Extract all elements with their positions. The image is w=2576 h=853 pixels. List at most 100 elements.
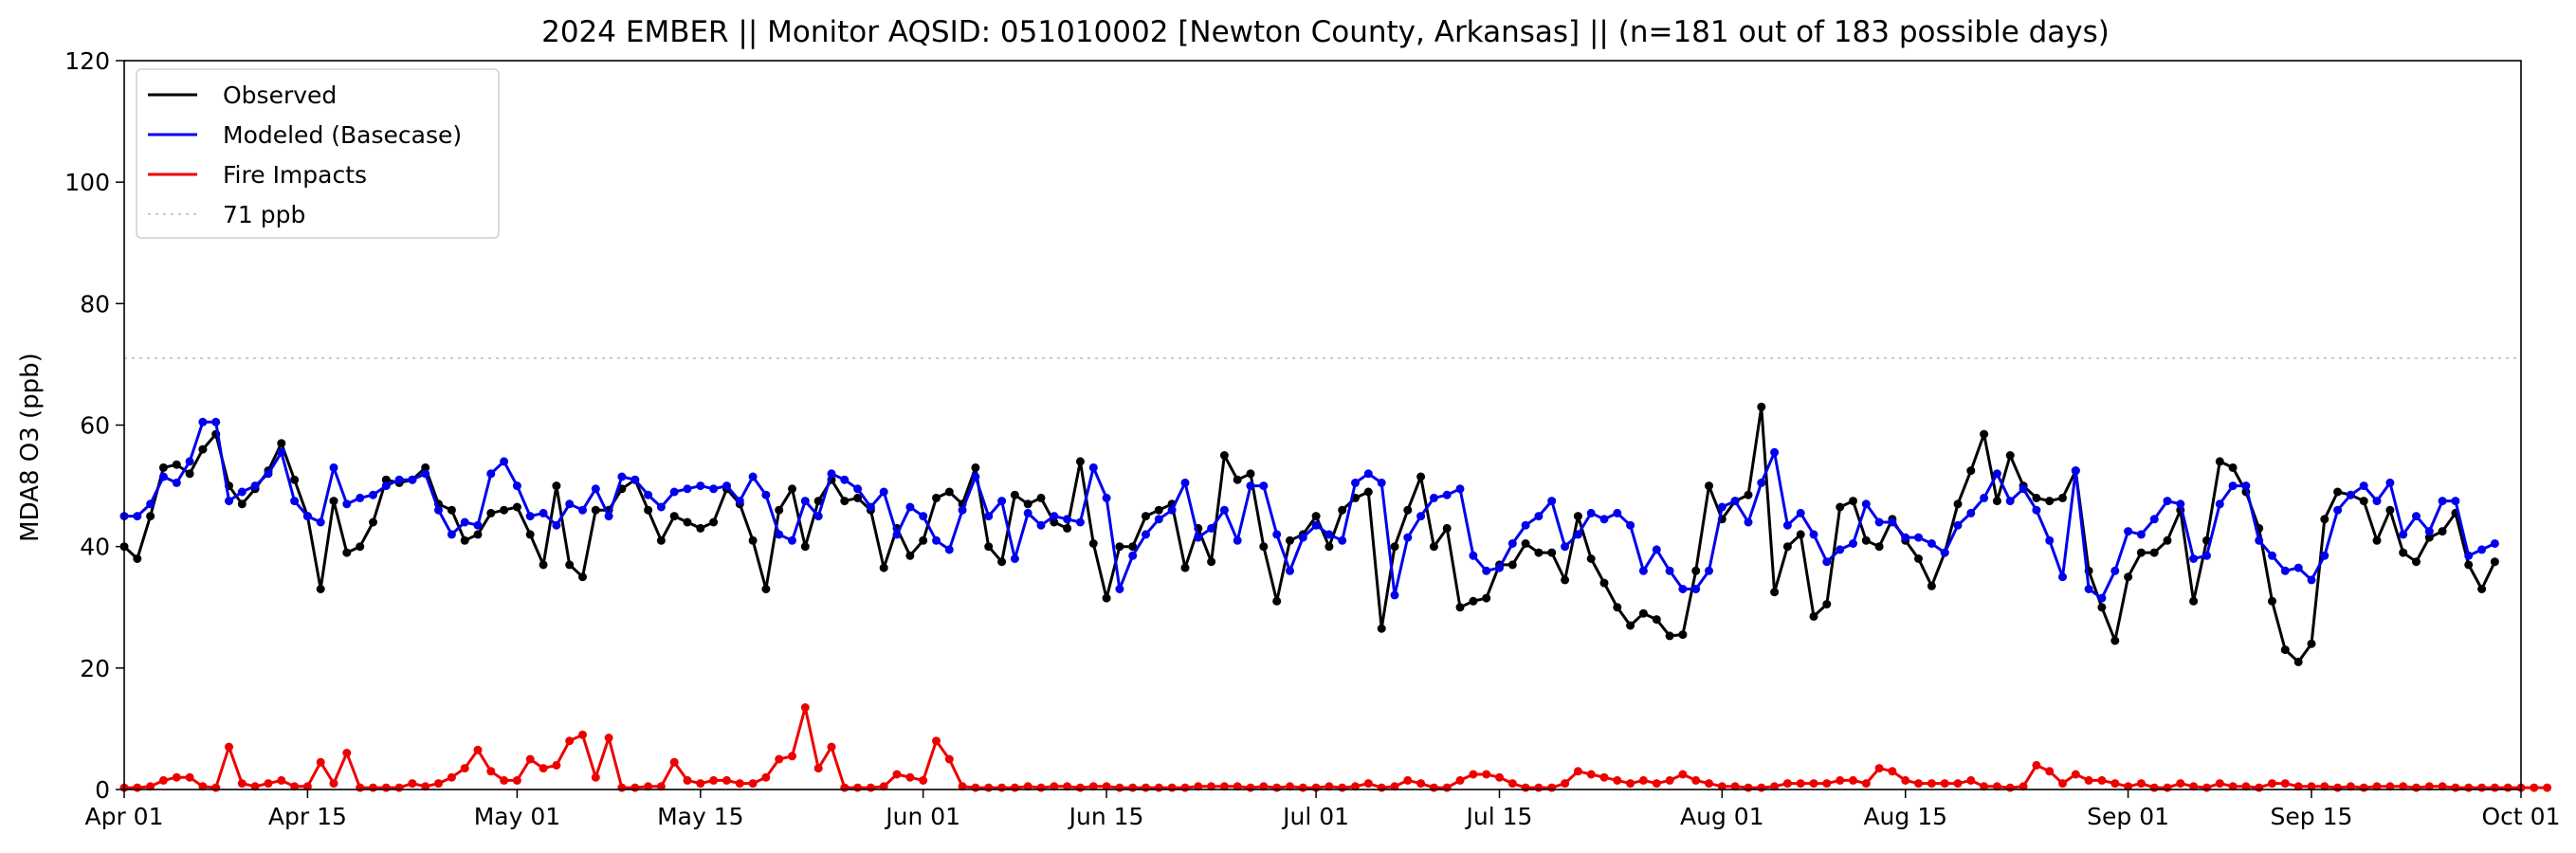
data-point [1730, 497, 1740, 506]
data-point [1836, 775, 1845, 785]
data-point [2543, 783, 2552, 792]
data-point [2320, 782, 2329, 791]
data-point [748, 472, 758, 481]
x-tick-label: Jun 01 [884, 803, 960, 830]
data-point [892, 530, 902, 539]
data-point [1874, 542, 1884, 552]
data-point [1219, 782, 1229, 791]
data-point [1652, 545, 1661, 554]
data-point [565, 560, 575, 570]
data-point [932, 736, 941, 746]
data-point [1980, 429, 1989, 439]
data-point [1757, 783, 1766, 792]
data-point [1507, 560, 1517, 570]
data-point [500, 457, 509, 466]
data-point [356, 542, 365, 552]
data-point [2189, 554, 2199, 563]
data-point [1547, 783, 1557, 792]
data-point [1534, 548, 1544, 557]
data-point [866, 783, 875, 792]
data-point [1010, 783, 1019, 792]
y-tick-label: 80 [80, 290, 110, 318]
data-point [1351, 478, 1360, 487]
data-point [356, 493, 365, 502]
data-point [1678, 630, 1688, 640]
data-point [1914, 779, 1923, 789]
data-point [2110, 779, 2120, 789]
data-point [290, 782, 300, 791]
data-point [2032, 493, 2041, 502]
data-point [997, 783, 1007, 792]
data-point [1861, 779, 1871, 789]
data-point [1142, 530, 1150, 539]
data-point [971, 783, 980, 792]
data-point [342, 749, 352, 757]
data-point [1115, 585, 1124, 593]
data-point [905, 772, 915, 782]
data-point [1167, 783, 1177, 792]
data-point [185, 772, 194, 782]
data-point [2346, 490, 2355, 499]
data-point [1154, 505, 1163, 515]
data-point [133, 783, 142, 792]
data-point [669, 512, 679, 521]
data-point [971, 463, 980, 472]
data-point [591, 772, 600, 782]
data-point [1272, 783, 1282, 792]
data-point [277, 775, 286, 785]
data-point [1469, 770, 1478, 779]
data-point [840, 783, 850, 792]
data-point [1142, 512, 1150, 521]
data-point [552, 481, 561, 491]
data-point [2412, 783, 2421, 792]
data-point [1259, 782, 1269, 791]
data-point [2268, 779, 2276, 789]
data-point [2464, 560, 2474, 570]
data-point [1927, 581, 1936, 590]
data-point [905, 551, 915, 560]
data-point [473, 745, 483, 754]
data-point [669, 487, 679, 497]
data-point [2255, 783, 2264, 792]
data-point [1757, 402, 1766, 411]
data-point [421, 463, 430, 472]
data-point [2149, 783, 2159, 792]
data-point [290, 475, 300, 484]
data-point [1665, 566, 1674, 575]
data-point [735, 497, 744, 506]
data-point [1482, 770, 1491, 779]
data-point [1351, 782, 1360, 791]
data-point [1088, 539, 1098, 548]
data-point [158, 775, 168, 785]
legend-box [136, 68, 500, 239]
data-point [2412, 512, 2421, 521]
data-point [2333, 783, 2343, 792]
data-point [1325, 782, 1334, 791]
data-point [630, 783, 640, 792]
data-point [2293, 657, 2303, 666]
data-point [2215, 499, 2224, 509]
x-tick-label: May 15 [657, 803, 743, 830]
data-point [2503, 783, 2512, 792]
data-point [879, 487, 888, 497]
data-point [1573, 512, 1582, 521]
data-point [394, 783, 404, 792]
data-point [630, 475, 640, 484]
data-point [2215, 779, 2224, 789]
x-tick-label: Apr 15 [268, 803, 347, 830]
data-point [1128, 542, 1138, 552]
data-point [2307, 575, 2316, 585]
data-point [1180, 563, 1190, 572]
data-point [853, 783, 863, 792]
data-point [1940, 548, 1949, 557]
data-point [1809, 611, 1818, 621]
data-point [984, 512, 994, 521]
data-point [2490, 539, 2499, 548]
data-point [447, 505, 456, 515]
data-point [1403, 505, 1413, 515]
data-point [1023, 499, 1032, 509]
data-point [2293, 782, 2303, 791]
data-point [1128, 783, 1138, 792]
data-point [2110, 566, 2120, 575]
data-point [1770, 782, 1780, 791]
